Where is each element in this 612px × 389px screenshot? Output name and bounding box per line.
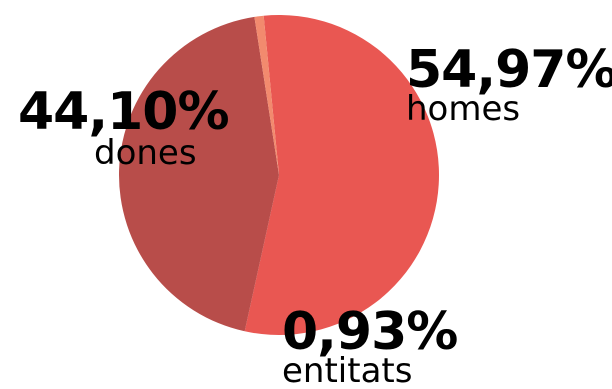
slice-label-name-homes: homes [406, 89, 521, 129]
slice-label-value-dones: 44,10% [18, 82, 230, 142]
pie-slice-homes [244, 15, 439, 336]
pie-slice-entitats [254, 15, 279, 176]
slice-label-value-entitats: 0,93% [282, 302, 458, 362]
slice-label-value-homes: 54,97% [406, 40, 612, 100]
pie-slice-dones [118, 16, 279, 332]
slice-label-name-dones: dones [94, 133, 197, 173]
slice-label-name-entitats: entitats [282, 351, 413, 389]
